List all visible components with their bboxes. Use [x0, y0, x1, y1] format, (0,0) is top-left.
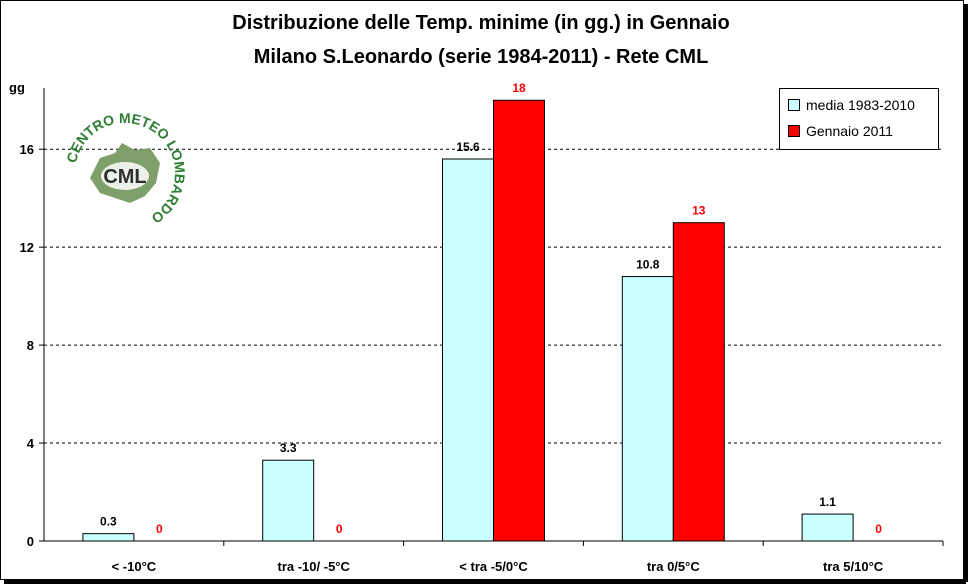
x-category-label: tra 0/5°C	[647, 559, 701, 574]
y-tick-label: 4	[27, 436, 35, 451]
data-label: 0	[336, 522, 343, 536]
bar-media	[801, 513, 854, 542]
y-tick-label: 12	[20, 240, 34, 255]
data-label: 15.6	[456, 140, 480, 154]
data-label: 0	[875, 522, 882, 536]
data-label: 18	[512, 81, 526, 95]
legend-label-gennaio: Gennaio 2011	[806, 123, 893, 139]
legend-label-media: media 1983-2010	[806, 97, 915, 113]
bar-media	[442, 158, 494, 542]
legend-swatch-gennaio	[788, 125, 800, 137]
data-label: 10.8	[636, 258, 660, 272]
data-label: 13	[692, 204, 706, 218]
y-axis-label: gg	[9, 80, 25, 95]
x-category-label: tra 5/10°C	[823, 559, 884, 574]
chart-legend: media 1983-2010 Gennaio 2011	[779, 88, 939, 150]
cml-logo: CENTRO METEO LOMBARDO CML	[63, 110, 188, 227]
legend-item-media: media 1983-2010	[788, 96, 915, 114]
frame-shadow-right	[964, 4, 968, 582]
y-tick-label: 8	[27, 338, 34, 353]
x-category-label: tra -10/ -5°C	[278, 559, 351, 574]
data-label: 3.3	[280, 441, 297, 455]
data-label: 1.1	[819, 495, 836, 509]
x-category-label: < -10°C	[112, 559, 157, 574]
bar-gennaio	[493, 99, 545, 542]
bar-gennaio	[672, 222, 725, 542]
chart-title-line1: Distribuzione delle Temp. minime (in gg.…	[232, 12, 730, 34]
legend-item-gennaio: Gennaio 2011	[788, 122, 893, 140]
frame-shadow-bottom	[4, 580, 966, 584]
data-label: 0	[156, 522, 163, 536]
chart-title-line2: Milano S.Leonardo (serie 1984-2011) - Re…	[253, 46, 709, 68]
logo-center-text: CML	[103, 166, 146, 188]
bar-media	[82, 533, 135, 542]
bar-media	[621, 276, 674, 542]
data-label: 0.3	[100, 515, 117, 529]
legend-swatch-media	[788, 99, 800, 111]
y-tick-label: 16	[20, 142, 34, 157]
x-category-label: < tra -5/0°C	[459, 559, 528, 574]
bar-media	[262, 459, 315, 542]
y-tick-label: 0	[27, 534, 34, 549]
